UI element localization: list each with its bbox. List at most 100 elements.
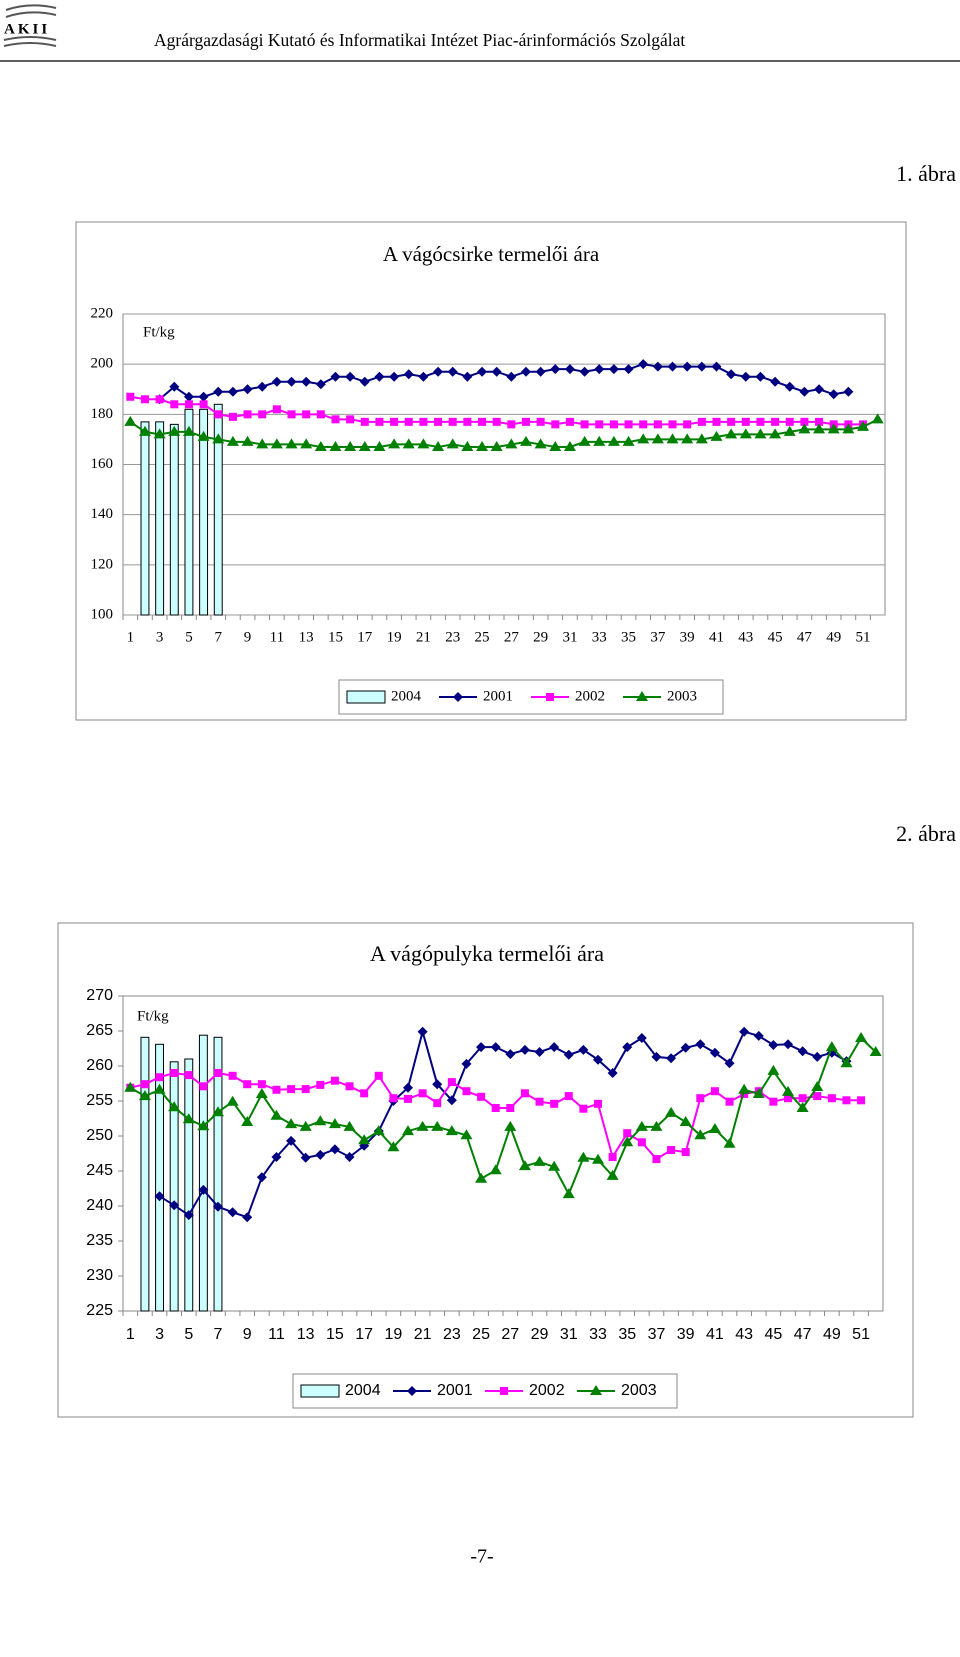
y-tick-label: 235 — [86, 1232, 113, 1249]
marker — [461, 440, 474, 451]
marker — [623, 1129, 632, 1138]
marker — [373, 440, 386, 451]
y-tick-label: 220 — [91, 305, 114, 321]
marker — [549, 1042, 560, 1053]
bar — [184, 1058, 194, 1312]
x-tick-label: 37 — [650, 629, 666, 645]
marker — [710, 1087, 719, 1096]
marker — [286, 376, 297, 387]
marker — [242, 384, 253, 395]
marker — [827, 1094, 836, 1103]
legend-label: 2002 — [575, 688, 605, 704]
marker — [857, 1096, 866, 1105]
marker — [448, 417, 457, 426]
marker — [724, 1058, 735, 1069]
x-tick-label: 1 — [127, 629, 135, 645]
marker — [226, 1095, 239, 1106]
x-tick-label: 15 — [328, 629, 343, 645]
marker — [550, 364, 561, 375]
marker — [871, 413, 884, 424]
marker — [257, 1080, 266, 1089]
marker — [489, 1164, 502, 1175]
marker — [667, 1146, 676, 1154]
y-tick-label: 120 — [91, 556, 114, 572]
x-tick-label: 5 — [184, 1326, 193, 1343]
marker — [388, 438, 401, 449]
marker — [490, 1042, 501, 1053]
x-tick-label: 17 — [357, 629, 373, 645]
marker — [255, 1088, 268, 1098]
marker — [595, 420, 604, 429]
marker — [622, 1042, 633, 1053]
marker — [184, 1071, 193, 1080]
x-tick-label: 23 — [445, 629, 460, 645]
marker — [682, 361, 693, 372]
marker — [213, 1201, 223, 1212]
marker — [505, 1049, 516, 1060]
marker — [434, 417, 443, 426]
marker — [578, 1044, 589, 1055]
marker — [519, 1044, 530, 1055]
x-tick-label: 33 — [589, 1326, 607, 1343]
marker — [328, 1118, 341, 1129]
bar — [199, 408, 209, 616]
x-tick-label: 5 — [185, 629, 193, 645]
figure-label: 2. ábra — [896, 821, 956, 846]
marker — [257, 381, 268, 392]
marker — [606, 1169, 619, 1180]
chart-title: A vágópulyka termelői ára — [370, 941, 604, 966]
marker — [404, 417, 413, 426]
y-tick-label: 225 — [86, 1302, 113, 1319]
marker — [300, 1152, 311, 1163]
bar — [140, 421, 150, 616]
marker — [536, 417, 545, 426]
marker — [138, 1090, 151, 1101]
marker — [738, 1083, 751, 1094]
x-tick-label: 11 — [270, 629, 284, 645]
marker — [653, 420, 662, 429]
marker — [477, 1092, 486, 1101]
x-tick-label: 25 — [475, 629, 490, 645]
marker — [811, 1081, 824, 1091]
marker — [345, 371, 356, 382]
marker — [299, 1120, 312, 1131]
marker — [636, 1033, 647, 1043]
marker — [753, 1030, 764, 1041]
marker — [741, 417, 750, 426]
marker — [813, 1092, 822, 1101]
y-tick-label: 200 — [91, 356, 114, 372]
marker — [815, 417, 824, 426]
marker — [710, 430, 723, 441]
y-tick-label: 250 — [86, 1127, 113, 1144]
marker — [752, 1088, 765, 1098]
x-tick-label: 35 — [621, 629, 636, 645]
marker — [623, 364, 634, 375]
marker — [242, 1212, 253, 1223]
marker — [124, 415, 137, 426]
marker — [842, 423, 855, 434]
marker — [360, 1089, 369, 1098]
marker — [770, 376, 781, 387]
marker — [153, 1083, 166, 1094]
marker — [799, 386, 810, 397]
marker — [228, 412, 237, 421]
marker — [433, 1099, 442, 1108]
marker — [784, 1094, 792, 1103]
marker — [300, 438, 313, 449]
marker — [756, 417, 765, 426]
marker — [740, 1090, 749, 1098]
marker — [739, 1026, 750, 1037]
bar — [184, 408, 194, 616]
x-tick-label: 3 — [156, 629, 164, 645]
marker — [609, 420, 618, 429]
x-tick-label: 41 — [706, 1326, 724, 1343]
marker — [683, 420, 692, 429]
marker — [389, 371, 400, 382]
marker — [725, 1097, 734, 1106]
marker — [344, 440, 357, 451]
y-tick-label: 265 — [86, 1022, 113, 1039]
marker — [241, 435, 254, 446]
marker — [563, 440, 576, 451]
marker — [258, 410, 267, 419]
marker — [418, 1089, 427, 1098]
